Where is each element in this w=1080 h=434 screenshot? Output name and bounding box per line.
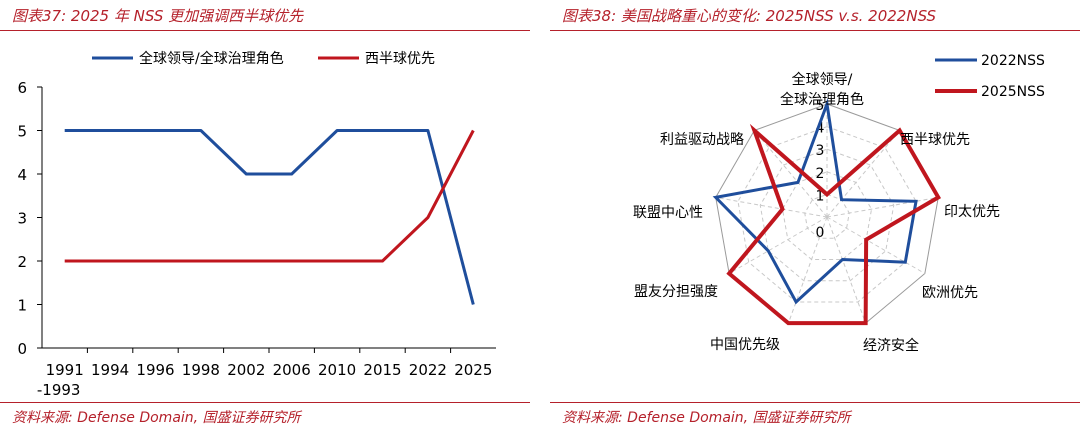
- radar-grid-ring: [737, 126, 917, 303]
- line-chart: 0 1 2 3 4 5 6 1991 -1993 1994 1996 1998 2002 2006 2010…: [17, 50, 496, 399]
- radar-spoke: [826, 130, 901, 218]
- legend-label: 2022NSS: [981, 53, 1045, 69]
- chart-title: 图表37: 2025 年 NSS 更加强调西半球优先: [12, 7, 304, 25]
- y-tick-label: 2: [17, 253, 27, 271]
- legend-label: 西半球优先: [365, 51, 435, 67]
- radar-spoke: [728, 216, 828, 274]
- legend-label: 2025NSS: [981, 84, 1045, 100]
- x-tick-label: 1996: [136, 361, 174, 379]
- axis-category-label: 欧洲优先: [922, 285, 978, 301]
- source-note: 资料来源: Defense Domain, 国盛证券研究所: [12, 410, 301, 426]
- radar-spoke: [715, 196, 828, 218]
- y-tick-label: 4: [17, 166, 27, 184]
- radar-spoke: [787, 216, 828, 324]
- x-tick-label: 2002: [227, 361, 265, 379]
- y-tick-label: 5: [17, 123, 27, 141]
- radar-tick-label: 5: [816, 98, 825, 114]
- x-tick-label: 2025: [454, 361, 492, 379]
- axis-category-label: 盟友分担强度: [634, 284, 718, 300]
- x-tick-label: 2010: [318, 361, 356, 379]
- x-tick-label: 2022: [409, 361, 447, 379]
- axis-category-label: 印太优先: [944, 204, 1000, 220]
- radar-tick-label: 0: [816, 225, 825, 241]
- axis-category-label: 利益驱动战略: [660, 132, 744, 148]
- chart-title: 图表38: 美国战略重心的变化: 2025NSS v.s. 2022NSS: [562, 7, 937, 25]
- title-rule: [0, 30, 530, 31]
- axis-category-label: 西半球优先: [900, 132, 970, 148]
- y-tick-label: 1: [17, 297, 27, 315]
- radar-grid-ring: [804, 193, 850, 239]
- series-line: [64, 129, 475, 263]
- source-rule: [0, 402, 530, 403]
- axis-category-label: 经济安全: [863, 337, 919, 354]
- radar-spoke: [826, 216, 867, 324]
- y-tick-label: 0: [17, 340, 27, 358]
- legend-label: 全球领导/全球治理角色: [139, 50, 284, 67]
- y-tick-label: 3: [17, 210, 27, 228]
- radar-spoke: [826, 216, 926, 274]
- axis-category-label: 中国优先级: [710, 337, 780, 353]
- series-polygon: [712, 98, 918, 305]
- x-tick-label: 1991 -1993: [37, 361, 84, 399]
- y-tick-label: 6: [17, 79, 27, 97]
- radar-grid-ring: [781, 171, 873, 260]
- x-tick-label: 2015: [363, 361, 401, 379]
- x-tick-label: 2006: [273, 361, 311, 379]
- axis-category-label: 联盟中心性: [633, 205, 703, 221]
- radar-tick-label: 3: [816, 143, 825, 159]
- axis-category-label: 全球领导/全球治理角色: [780, 71, 864, 108]
- source-rule: [550, 402, 1080, 403]
- x-tick-label: 1994: [91, 361, 129, 379]
- series-line: [64, 129, 475, 305]
- radar-spoke: [826, 196, 939, 218]
- radar-spoke: [753, 130, 828, 218]
- radar-tick-label: 2: [816, 166, 825, 182]
- series-polygon: [726, 123, 942, 326]
- radar-tick-label: 1: [816, 188, 825, 204]
- radar-tick-label: 4: [816, 121, 825, 137]
- chart-panel-right: 图表38: 美国战略重心的变化: 2025NSS v.s. 2022NSS 0 1…: [550, 0, 1080, 434]
- x-tick-label: 1998: [182, 361, 220, 379]
- chart-panel-left: 图表37: 2025 年 NSS 更加强调西半球优先 0 1 2 3 4 5 6 1991 -1…: [0, 0, 530, 434]
- title-rule: [550, 30, 1080, 31]
- source-note: 资料来源: Defense Domain, 国盛证券研究所: [562, 410, 851, 426]
